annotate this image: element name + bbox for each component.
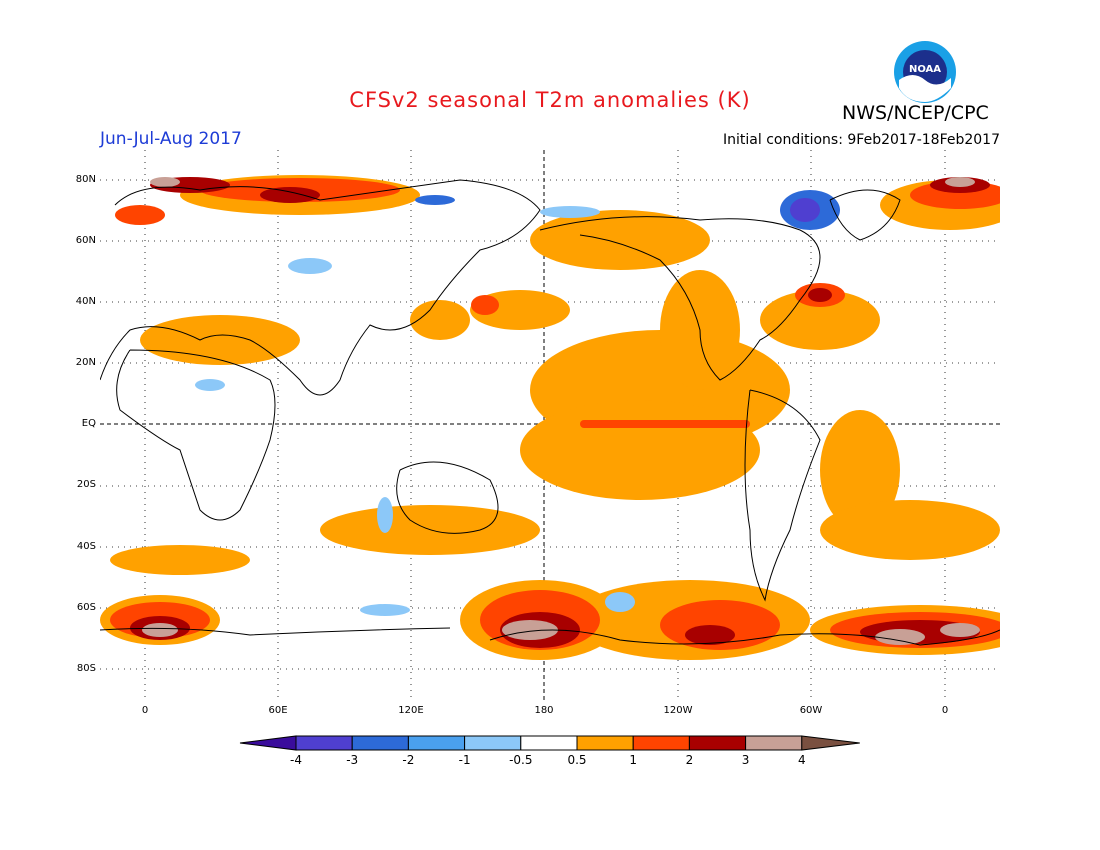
colorbar-swatch	[351, 735, 409, 751]
colorbar-label: 0.5	[567, 753, 586, 767]
lat-label-40n: 40N	[75, 296, 96, 307]
colorbar-label: 4	[798, 753, 806, 767]
lon-label-0-east: 0	[941, 705, 949, 716]
lat-label-80n: 80N	[75, 174, 96, 185]
colorbar-swatch	[520, 735, 578, 751]
colorbar: -4 -3 -2 -1 -0.5 0.5 1 2 3 4	[239, 735, 860, 767]
colorbar-arrow-high	[801, 735, 860, 751]
colorbar-swatch	[295, 735, 353, 751]
anomaly-map	[100, 150, 1000, 700]
colorbar-label: 1	[629, 753, 637, 767]
season-label: Jun-Jul-Aug 2017	[100, 129, 242, 149]
colorbar-swatch	[407, 735, 466, 751]
colorbar-swatch	[464, 735, 522, 751]
colorbar-swatch	[688, 735, 747, 751]
initial-conditions-label: Initial conditions: 9Feb2017-18Feb2017	[723, 132, 1000, 148]
lat-label-20n: 20N	[75, 357, 96, 368]
noaa-logo-text: NOAA	[909, 64, 941, 75]
lat-label-40s: 40S	[76, 541, 96, 552]
colorbar-label: 3	[742, 753, 750, 767]
colorbar-swatch	[576, 735, 634, 751]
lat-label-60n: 60N	[75, 235, 96, 246]
colorbar-swatch	[745, 735, 803, 751]
lat-label-80s: 80S	[76, 663, 96, 674]
lat-label-60s: 60S	[76, 602, 96, 613]
colorbar-label: -2	[402, 753, 414, 767]
colorbar-label: -0.5	[509, 753, 532, 767]
colorbar-label: 2	[686, 753, 694, 767]
lat-label-20s: 20S	[76, 479, 96, 490]
lon-label-120e: 120E	[398, 705, 424, 716]
lon-label-60w: 60W	[799, 705, 823, 716]
chart-title: CFSv2 seasonal T2m anomalies (K)	[349, 88, 751, 112]
lon-label-180: 180	[534, 705, 554, 716]
agency-label: NWS/NCEP/CPC	[842, 102, 989, 124]
colorbar-arrow-low	[239, 735, 297, 751]
lon-label-120w: 120W	[663, 705, 693, 716]
colorbar-swatch	[632, 735, 690, 751]
lon-label-0-west: 0	[141, 705, 149, 716]
colorbar-label: -4	[290, 753, 302, 767]
noaa-logo: NOAA	[894, 41, 956, 103]
lon-label-60e: 60E	[268, 705, 288, 716]
colorbar-label: -1	[459, 753, 471, 767]
colorbar-label: -3	[346, 753, 358, 767]
lat-label-eq: EQ	[81, 418, 96, 429]
